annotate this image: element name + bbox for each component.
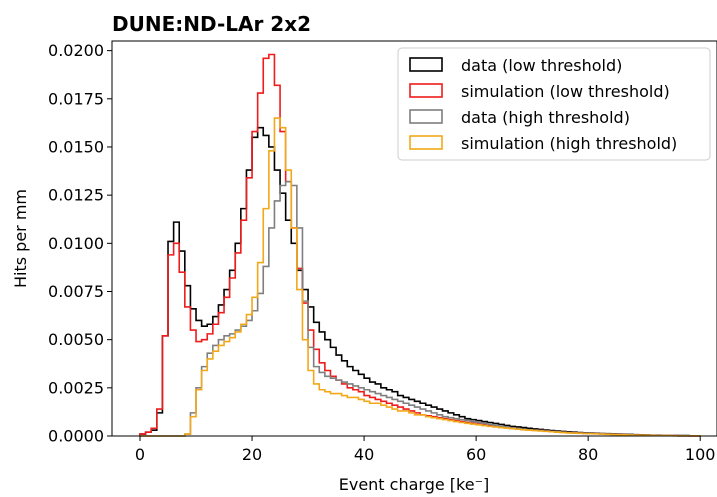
plot-frame <box>111 40 717 437</box>
legend-swatch-3 <box>409 135 443 150</box>
y-axis-label: Hits per mm <box>11 189 30 288</box>
x-tick-label: 80 <box>578 445 598 464</box>
y-tick-label: 0.0125 <box>48 186 104 205</box>
series-layer <box>139 53 701 437</box>
legend: data (low threshold) simulation (low thre… <box>397 47 711 161</box>
x-tick-label: 60 <box>466 445 486 464</box>
y-tick-label: 0.0025 <box>48 378 104 397</box>
y-tick-label: 0.0050 <box>48 330 104 349</box>
x-axis-ticks: 0 20 40 60 80 100 <box>135 436 716 464</box>
x-tick-label: 100 <box>685 445 716 464</box>
legend-swatch-0 <box>409 57 443 72</box>
x-tick-label: 40 <box>354 445 374 464</box>
y-tick-label: 0.0150 <box>48 137 104 156</box>
y-tick-label: 0.0075 <box>48 282 104 301</box>
legend-label-2: data (high threshold) <box>461 108 630 127</box>
x-axis-label: Event charge [ke⁻] <box>339 475 490 494</box>
legend-frame <box>397 47 711 161</box>
series-line-3 <box>140 117 701 437</box>
x-tick-label: 20 <box>242 445 262 464</box>
legend-label-0: data (low threshold) <box>461 56 622 75</box>
y-tick-label: 0.0200 <box>48 41 104 60</box>
series-line-0 <box>139 126 701 437</box>
y-tick-label: 0.0100 <box>48 234 104 253</box>
legend-label-1: simulation (low threshold) <box>461 82 670 101</box>
chart-title: DUNE:ND-LAr 2x2 <box>112 12 311 36</box>
legend-label-3: simulation (high threshold) <box>461 134 677 153</box>
y-axis-ticks: 0.0000 0.0025 0.0050 0.0075 0.0100 0.0125 0.01… <box>48 41 112 446</box>
y-tick-label: 0.0175 <box>48 89 104 108</box>
legend-swatch-1 <box>409 83 443 98</box>
legend-swatch-2 <box>409 109 443 124</box>
x-tick-label: 0 <box>135 445 145 464</box>
y-tick-label: 0.0000 <box>48 427 104 446</box>
